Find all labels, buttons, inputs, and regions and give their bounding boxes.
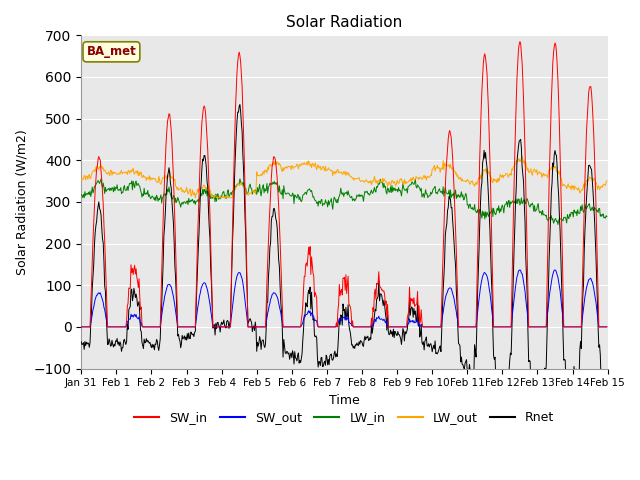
Legend: SW_in, SW_out, LW_in, LW_out, Rnet: SW_in, SW_out, LW_in, LW_out, Rnet	[129, 406, 559, 429]
X-axis label: Time: Time	[329, 394, 360, 407]
Title: Solar Radiation: Solar Radiation	[286, 15, 403, 30]
Y-axis label: Solar Radiation (W/m2): Solar Radiation (W/m2)	[15, 129, 28, 275]
Text: BA_met: BA_met	[86, 45, 136, 59]
